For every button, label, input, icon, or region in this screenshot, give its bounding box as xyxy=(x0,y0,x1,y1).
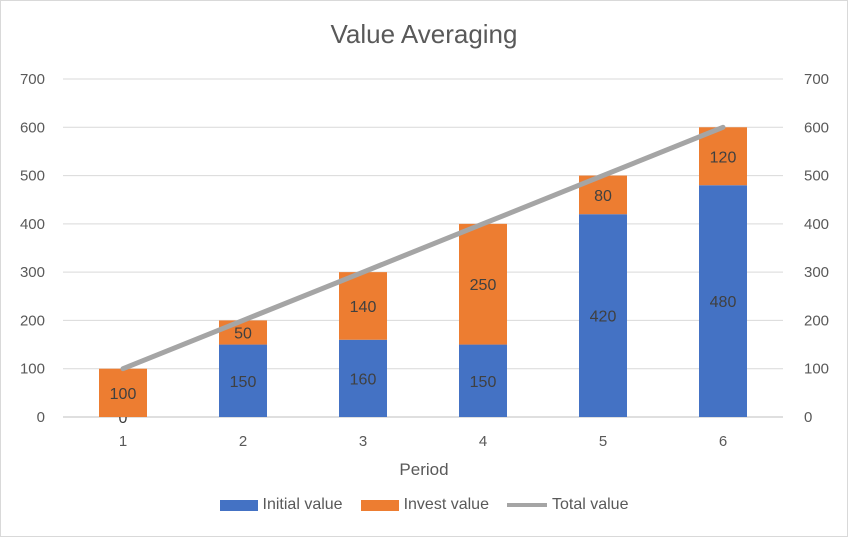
data-label-invest-value: 80 xyxy=(594,188,612,205)
data-label-invest-value: 250 xyxy=(470,277,497,294)
y2-tick-label: 400 xyxy=(804,216,829,233)
bar-initial-value xyxy=(219,344,267,417)
line-total-value xyxy=(120,124,726,372)
x-tick-label: 5 xyxy=(599,433,607,450)
legend-item-total-value: Total value xyxy=(506,496,629,514)
y-tick-label: 400 xyxy=(20,216,45,233)
x-tick-label: 6 xyxy=(719,433,727,450)
x-tick-label: 2 xyxy=(239,433,247,450)
legend-label-initial-value: Initial value xyxy=(262,496,343,513)
legend: Initial value Invest value Total value xyxy=(1,496,847,514)
data-label-initial-value: 160 xyxy=(350,371,377,388)
legend-swatch-invest-value xyxy=(360,499,399,511)
data-label-invest-value: 140 xyxy=(350,299,377,316)
bar-invest-value xyxy=(699,127,747,186)
bar-initial-value xyxy=(579,214,627,417)
bar-initial-value xyxy=(339,339,387,417)
legend-label-invest-value: Invest value xyxy=(403,496,489,513)
y-tick-label: 500 xyxy=(20,168,45,185)
data-label-initial-value: 480 xyxy=(710,294,737,311)
x-axis-title: Period xyxy=(399,460,449,479)
legend-label-total-value: Total value xyxy=(551,496,629,513)
y2-tick-label: 100 xyxy=(804,361,829,378)
y2-tick-label: 500 xyxy=(804,168,829,185)
y2-tick-label: 300 xyxy=(804,264,829,281)
data-label-initial-value: 420 xyxy=(590,309,617,326)
data-label-initial-value: 150 xyxy=(470,374,497,391)
data-label-initial-value: 150 xyxy=(230,374,257,391)
bar-initial-value xyxy=(459,344,507,417)
y-tick-label: 100 xyxy=(20,361,45,378)
bar-initial-value xyxy=(699,185,747,417)
y-tick-label: 0 xyxy=(37,409,45,426)
y2-tick-label: 700 xyxy=(804,71,829,88)
y-tick-label: 300 xyxy=(20,264,45,281)
y2-tick-label: 200 xyxy=(804,312,829,329)
data-label-invest-value: 120 xyxy=(710,149,737,166)
bar-invest-value xyxy=(99,368,147,417)
y-tick-label: 600 xyxy=(20,119,45,136)
data-label-initial-value: 0 xyxy=(119,410,128,427)
chart-title: Value Averaging xyxy=(330,19,518,49)
y-tick-label: 200 xyxy=(20,312,45,329)
y-tick-label: 700 xyxy=(20,71,45,88)
bar-invest-value xyxy=(459,223,507,345)
data-label-invest-value: 50 xyxy=(234,326,252,343)
data-label-invest-value: 100 xyxy=(110,386,137,403)
x-tick-label: 1 xyxy=(119,433,127,450)
legend-swatch-total-value xyxy=(506,503,547,507)
x-tick-label: 3 xyxy=(359,433,367,450)
legend-swatch-initial-value xyxy=(219,499,258,511)
y2-tick-label: 0 xyxy=(804,409,812,426)
legend-item-initial-value: Initial value xyxy=(219,496,343,514)
x-tick-label: 4 xyxy=(479,433,487,450)
bar-invest-value xyxy=(339,272,387,340)
y2-tick-label: 600 xyxy=(804,119,829,136)
legend-item-invest-value: Invest value xyxy=(360,496,489,514)
